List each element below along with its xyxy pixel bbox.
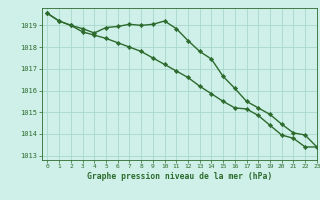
X-axis label: Graphe pression niveau de la mer (hPa): Graphe pression niveau de la mer (hPa) [87, 172, 272, 181]
